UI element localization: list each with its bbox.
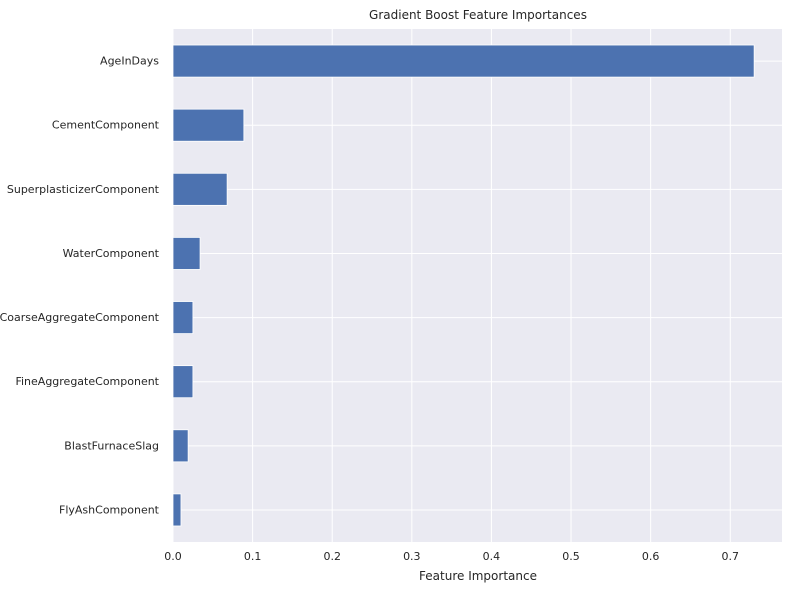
y-tick-label: AgeInDays: [100, 55, 159, 68]
y-tick-label: FlyAshComponent: [59, 503, 160, 516]
bars: [172, 44, 755, 527]
bar-CoarseAggregateComponent: [172, 301, 194, 334]
x-tick-label: 0.3: [403, 550, 421, 563]
bar-WaterComponent: [172, 237, 201, 270]
plot-area: [173, 29, 782, 542]
y-tick-label: BlastFurnaceSlag: [64, 439, 159, 452]
y-tick-label: SuperplasticizerComponent: [7, 183, 160, 196]
x-tick-labels: 0.0 0.1 0.2 0.3 0.4 0.5 0.6 0.7: [164, 550, 739, 563]
bar-FlyAshComponent: [172, 493, 182, 527]
x-tick-label: 0.2: [323, 550, 341, 563]
gridlines: [172, 29, 782, 542]
x-tick-label: 0.7: [722, 550, 740, 563]
y-tick-label: WaterComponent: [63, 247, 160, 260]
chart-title: Gradient Boost Feature Importances: [369, 8, 587, 22]
x-axis-label: Feature Importance: [419, 569, 537, 583]
x-tick-label: 0.0: [164, 550, 182, 563]
bar-FineAggregateComponent: [172, 365, 194, 399]
bar-BlastFurnaceSlag: [172, 429, 189, 463]
y-tick-label: CementComponent: [52, 119, 160, 132]
x-tick-label: 0.4: [483, 550, 501, 563]
x-tick-label: 0.6: [642, 550, 660, 563]
y-tick-label: CoarseAggregateComponent: [0, 311, 160, 324]
bar-AgeInDays: [172, 44, 755, 78]
bar-SuperplasticizerComponent: [172, 172, 228, 206]
x-tick-label: 0.5: [562, 550, 580, 563]
y-tick-label: FineAggregateComponent: [15, 375, 159, 388]
y-tick-labels: AgeInDays CementComponent Superplasticizer…: [0, 55, 160, 517]
x-tick-label: 0.1: [244, 550, 262, 563]
bar-CementComponent: [172, 108, 245, 142]
